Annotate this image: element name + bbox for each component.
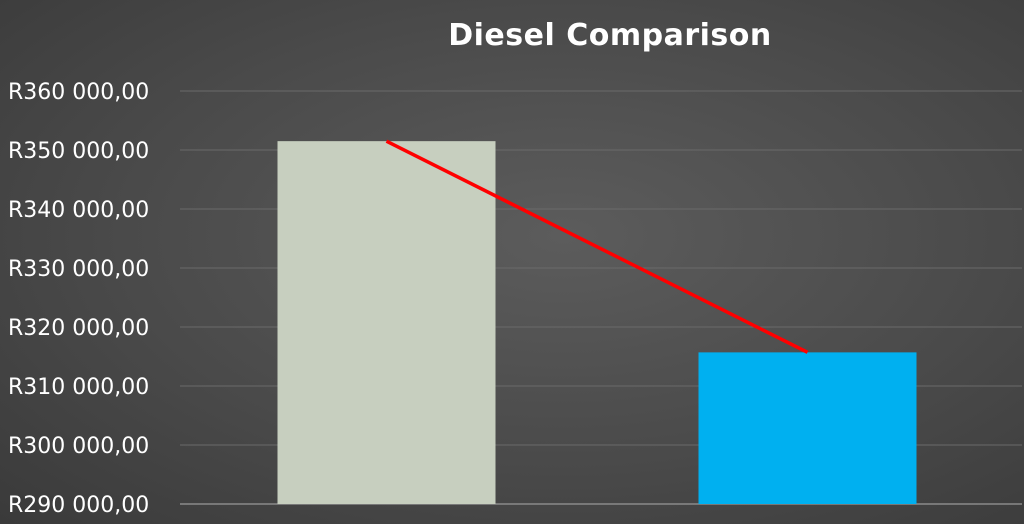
y-tick-label: R360 000,00	[8, 80, 149, 105]
trend-line-layer	[385, 139, 809, 354]
chart-title: Diesel Comparison	[448, 18, 772, 53]
y-axis-tick-labels: R290 000,00 R300 000,00 R310 000,00 R320 00…	[8, 80, 149, 518]
y-tick-label: R310 000,00	[8, 375, 149, 400]
bar-2	[698, 352, 917, 504]
y-tick-label: R320 000,00	[8, 316, 149, 341]
bars	[277, 141, 917, 504]
y-tick-label: R290 000,00	[8, 493, 149, 518]
y-tick-label: R350 000,00	[8, 139, 149, 164]
bar-1	[277, 141, 496, 504]
trend-line	[385, 139, 809, 354]
y-tick-label: R330 000,00	[8, 257, 149, 282]
y-tick-label: R300 000,00	[8, 434, 149, 459]
y-tick-label: R340 000,00	[8, 198, 149, 223]
